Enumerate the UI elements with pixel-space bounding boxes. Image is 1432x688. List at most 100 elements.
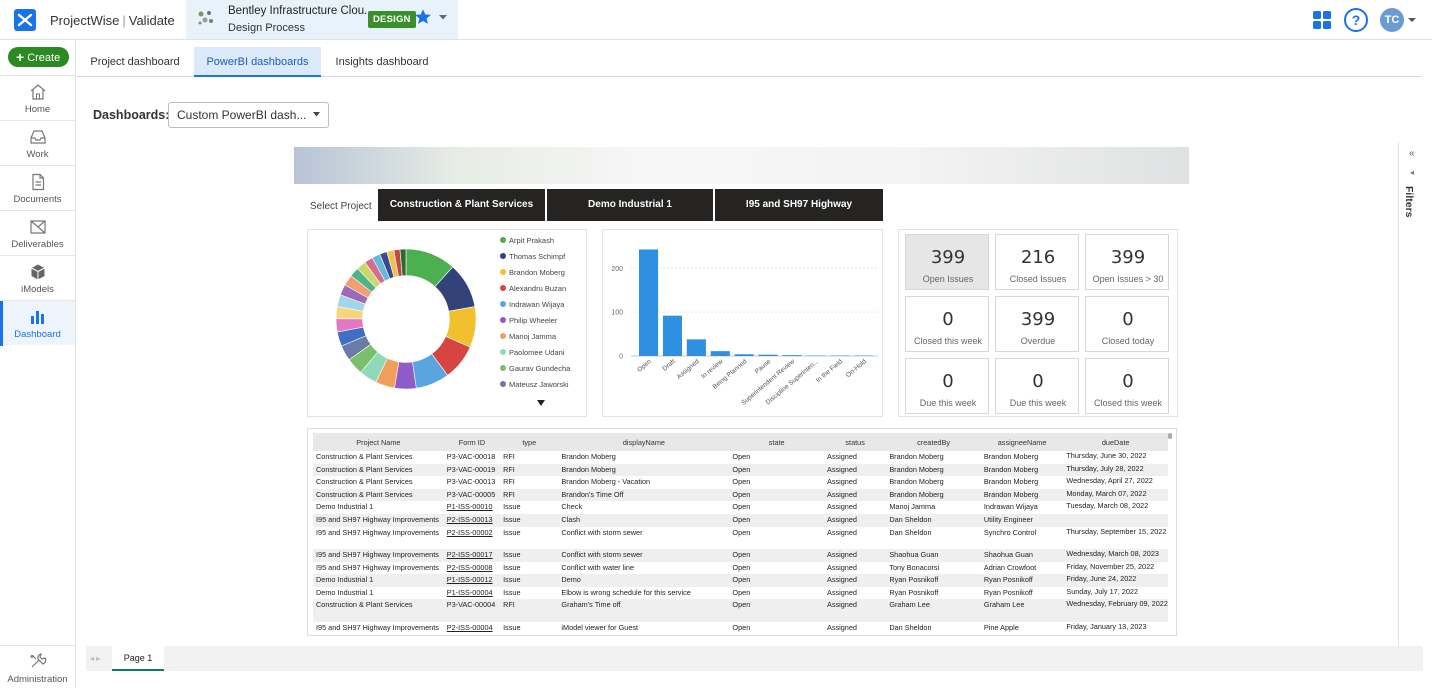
legend-item[interactable]: Paolomee Udani	[500, 348, 564, 357]
collapse-chevron-icon[interactable]: «	[1409, 148, 1415, 159]
legend-item[interactable]: Indrawan Wijaya	[500, 300, 564, 309]
table-row[interactable]: Demo Industrial 1 P1-ISS-00012 Issue Demo Op…	[313, 574, 1168, 587]
donut-slice[interactable]	[399, 249, 407, 277]
tab-insights-dashboard[interactable]: Insights dashboard	[335, 56, 429, 68]
legend-item[interactable]: Alexandru Buzan	[500, 284, 566, 293]
bar[interactable]	[639, 249, 659, 356]
table-row[interactable]: Demo Industrial 1 P1-ISS-00010 Issue Check O…	[313, 501, 1168, 514]
table-row[interactable]: I95 and SH97 Highway Improvements P2-ISS-…	[313, 562, 1168, 575]
kpi-card[interactable]: 0 Closed today	[1085, 296, 1169, 352]
apps-grid-icon[interactable]	[1312, 10, 1332, 30]
table-cell[interactable]: P3-VAC-00018	[446, 452, 496, 461]
bar[interactable]	[758, 354, 778, 356]
sidebar-item-work[interactable]: Work	[0, 120, 75, 165]
issues-table[interactable]: Project Name Form ID type displayName state s…	[307, 428, 1177, 636]
kpi-card[interactable]: 216 Closed Issues	[995, 234, 1079, 290]
app-logo-icon[interactable]	[14, 9, 36, 31]
table-cell[interactable]: P3-VAC-00019	[443, 463, 501, 477]
page-tab-1[interactable]: Page 1	[112, 646, 164, 671]
chevron-down-icon[interactable]	[438, 12, 448, 22]
table-row[interactable]: Construction & Plant Services P3-VAC-0001…	[313, 463, 1168, 477]
tab-powerbi-dashboards[interactable]: PowerBI dashboards	[194, 47, 321, 77]
table-row[interactable]: I95 and SH97 Highway Improvements P2-ISS-…	[313, 622, 1168, 635]
user-menu-chevron-icon[interactable]	[1408, 16, 1416, 24]
sidebar-item-administration[interactable]: Administration	[0, 645, 75, 688]
column-header[interactable]: Form ID	[443, 433, 501, 451]
page-nav-arrows-icon[interactable]: ◂ ▸	[90, 654, 101, 663]
kpi-card[interactable]: 0 Closed this week	[905, 296, 989, 352]
table-row[interactable]: Construction & Plant Services P3-VAC-0000…	[313, 488, 1168, 502]
project-slicer-demo-industrial[interactable]: Demo Industrial 1	[547, 189, 713, 221]
favorite-star-icon[interactable]	[414, 8, 432, 26]
table-cell[interactable]: P3-VAC-00004	[443, 599, 501, 622]
column-header[interactable]: type	[500, 433, 559, 451]
table-cell[interactable]: P2-ISS-00008	[446, 562, 493, 572]
legend-more-arrow-icon[interactable]	[537, 400, 545, 406]
bar[interactable]	[686, 339, 706, 356]
bar[interactable]	[662, 315, 683, 356]
user-avatar[interactable]: TC	[1380, 8, 1404, 32]
column-header[interactable]: Project Name	[313, 433, 444, 451]
table-cell[interactable]: P2-ISS-00002	[446, 527, 493, 537]
sidebar-item-dashboard[interactable]: Dashboard	[0, 300, 75, 346]
project-slicer-construction[interactable]: Construction & Plant Services	[378, 189, 545, 221]
legend-swatch	[500, 317, 506, 323]
bar[interactable]	[710, 351, 730, 356]
table-cell[interactable]: P3-VAC-00005	[443, 488, 501, 502]
legend-item[interactable]: Arpit Prakash	[500, 236, 554, 245]
dashboards-select[interactable]: Custom PowerBI dash...	[168, 102, 329, 128]
table-cell: Assigned	[823, 599, 887, 622]
table-cell[interactable]: P1-ISS-00012	[443, 574, 501, 587]
column-header[interactable]: createdBy	[886, 433, 981, 451]
project-slicer-i95-sh97[interactable]: I95 and SH97 Highway Improvements	[715, 189, 883, 242]
table-row[interactable]: I95 and SH97 Highway Improvements P2-ISS-…	[313, 513, 1168, 527]
filters-pane[interactable]: « ◂ Filters	[1398, 142, 1424, 647]
table-cell[interactable]: P1-ISS-00010	[446, 502, 493, 512]
table-cell[interactable]: P3-VAC-00013	[446, 477, 496, 487]
legend-item[interactable]: Mateusz Jaworski	[500, 380, 569, 389]
sidebar-item-label: Dashboard	[14, 329, 61, 340]
table-row[interactable]: Construction & Plant Services P3-VAC-0000…	[313, 599, 1168, 622]
column-header[interactable]: assigneeName	[980, 433, 1064, 451]
legend-item[interactable]: Gaurav Gundecha	[500, 364, 570, 373]
create-button[interactable]: + Create	[8, 47, 69, 67]
table-row[interactable]: Demo Industrial 1 P1-ISS-00004 Issue Elbow …	[313, 587, 1168, 600]
column-header[interactable]: dueDate	[1063, 433, 1168, 451]
filters-label[interactable]: Filters	[1403, 186, 1415, 218]
donut-chart[interactable]	[336, 249, 476, 389]
kpi-card[interactable]: 0 Closed this week	[1085, 358, 1169, 414]
table-cell[interactable]: P2-ISS-00004	[446, 622, 493, 632]
table-cell[interactable]: P1-ISS-00004	[446, 587, 493, 597]
table-row[interactable]: Construction & Plant Services P3-VAC-0001…	[313, 451, 1168, 464]
project-selector[interactable]: Bentley Infrastructure Clou... Design Pr…	[186, 0, 458, 39]
tab-project-dashboard[interactable]: Project dashboard	[90, 56, 180, 68]
table-row[interactable]: I95 and SH97 Highway Improvements P2-ISS-…	[313, 549, 1168, 562]
sidebar-item-documents[interactable]: Documents	[0, 165, 75, 210]
kpi-card[interactable]: 399 Overdue	[995, 296, 1079, 352]
sidebar-item-imodels[interactable]: iModels	[0, 255, 75, 300]
column-header[interactable]: displayName	[558, 433, 730, 451]
kpi-card[interactable]: 0 Due this week	[995, 358, 1079, 414]
kpi-value: 0	[1032, 371, 1044, 392]
kpi-card[interactable]: 399 Open Issues > 30	[1085, 234, 1169, 290]
kpi-card[interactable]: 0 Due this week	[905, 358, 989, 414]
sidebar-item-home[interactable]: Home	[0, 75, 75, 120]
column-header[interactable]: state	[729, 433, 824, 451]
help-icon[interactable]: ?	[1344, 8, 1368, 32]
legend-item[interactable]: Thomas Schimpf	[500, 252, 565, 261]
table-row[interactable]: I95 and SH97 Highway Improvements P2-ISS-…	[313, 527, 1168, 550]
sidebar-item-deliverables[interactable]: Deliverables	[0, 210, 75, 255]
table-cell[interactable]: P2-ISS-00013	[443, 513, 501, 527]
kpi-card[interactable]: 399 Open Issues	[905, 234, 989, 290]
table-row[interactable]: Construction & Plant Services P3-VAC-0001…	[313, 476, 1168, 489]
legend-item[interactable]: Brandon Moberg	[500, 268, 565, 277]
legend-item[interactable]: Manoj Jamma	[500, 332, 556, 341]
column-header[interactable]: status	[823, 433, 887, 451]
bar[interactable]	[734, 354, 754, 356]
page-tabs-bar: ◂ ▸ Page 1	[86, 646, 1423, 671]
table-cell[interactable]: P2-ISS-00017	[443, 549, 501, 562]
legend-item[interactable]: Philip Wheeler	[500, 316, 557, 325]
table-scrollbar[interactable]	[1168, 433, 1172, 439]
bar[interactable]	[782, 355, 802, 356]
